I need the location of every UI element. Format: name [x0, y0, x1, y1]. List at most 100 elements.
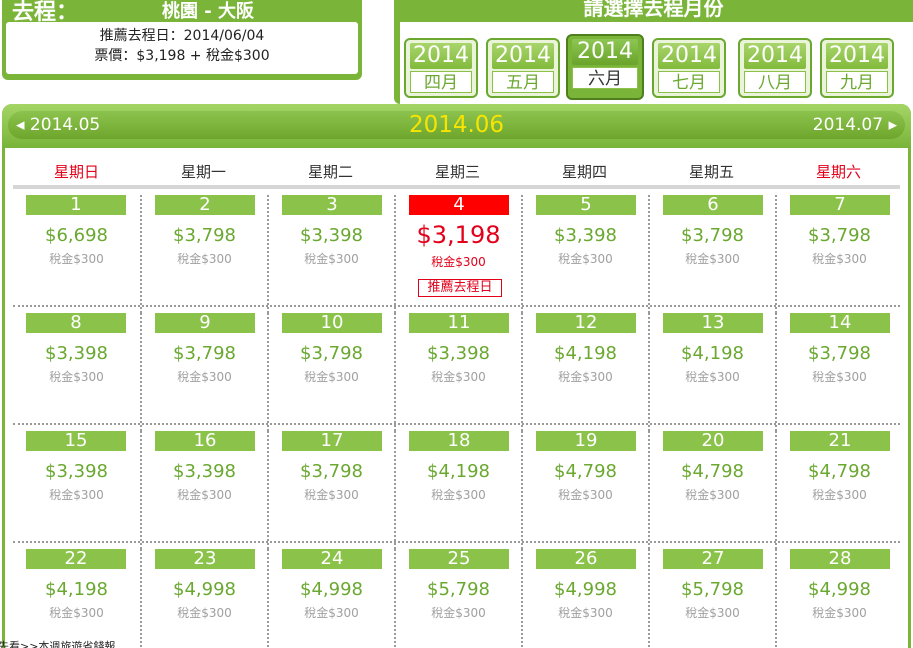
- day-cell[interactable]: 20 $4,798 稅金$300: [648, 431, 775, 549]
- day-cell[interactable]: 17 $3,798 稅金$300: [267, 431, 394, 549]
- day-tax: 稅金$300: [685, 606, 740, 620]
- weekly-deals-link[interactable]: 先看>>本週旅遊省錢報: [0, 640, 116, 648]
- month-button-row: 2014 四月 2014 五月 2014 六月 2014 七月 2014 八月 2014 九月: [400, 22, 913, 104]
- day-price: $3,398: [45, 343, 108, 364]
- day-cell[interactable]: 15 $3,398 稅金$300: [13, 431, 140, 549]
- day-price: $3,398: [427, 343, 490, 364]
- day-cell[interactable]: 11 $3,398 稅金$300: [394, 313, 521, 431]
- day-tax: 稅金$300: [49, 252, 104, 266]
- month-button[interactable]: 2014 五月: [486, 38, 560, 98]
- day-cell[interactable]: 2 $3,798 稅金$300: [140, 195, 267, 313]
- day-number: 11: [409, 313, 509, 333]
- day-price: $4,798: [681, 461, 744, 482]
- day-number: 19: [536, 431, 636, 451]
- day-cell[interactable]: 14 $3,798 稅金$300: [775, 313, 902, 431]
- month-button-month: 九月: [826, 71, 888, 93]
- month-button[interactable]: 2014 六月: [566, 34, 644, 100]
- day-tax: 稅金$300: [304, 370, 359, 384]
- day-price: $3,798: [808, 343, 871, 364]
- month-button[interactable]: 2014 四月: [404, 38, 478, 98]
- weekday-label: 星期五: [688, 163, 734, 181]
- day-price: $4,198: [681, 343, 744, 364]
- day-price: $4,198: [554, 343, 617, 364]
- day-cell[interactable]: 1 $6,698 稅金$300: [13, 195, 140, 313]
- day-tax: 稅金$300: [177, 370, 232, 384]
- day-tax: 稅金$300: [177, 606, 232, 620]
- day-price: $3,798: [300, 461, 363, 482]
- day-tax: 稅金$300: [812, 370, 867, 384]
- day-cell[interactable]: 27 $5,798 稅金$300: [648, 549, 775, 648]
- day-tax: 稅金$300: [177, 488, 232, 502]
- weekday-label: 星期二: [307, 163, 353, 181]
- day-price: $4,998: [173, 579, 236, 600]
- month-button-year: 2014: [826, 43, 888, 69]
- day-price: $4,998: [554, 579, 617, 600]
- calendar-nav-bar: [8, 111, 905, 139]
- day-cell[interactable]: 13 $4,198 稅金$300: [648, 313, 775, 431]
- day-price: $3,798: [681, 225, 744, 246]
- month-button-year: 2014: [410, 43, 472, 69]
- day-cell[interactable]: 18 $4,198 稅金$300: [394, 431, 521, 549]
- month-button-month: 八月: [744, 71, 806, 93]
- day-tax: 稅金$300: [685, 370, 740, 384]
- day-price: $3,398: [173, 461, 236, 482]
- day-cell[interactable]: 24 $4,998 稅金$300: [267, 549, 394, 648]
- day-number: 15: [26, 431, 126, 451]
- day-tax: 稅金$300: [812, 606, 867, 620]
- day-number: 18: [409, 431, 509, 451]
- day-tax: 稅金$300: [558, 606, 613, 620]
- day-cell[interactable]: 16 $3,398 稅金$300: [140, 431, 267, 549]
- outbound-info-body: 推薦去程日：2014/06/04 票價：$3,198 + 稅金$300: [6, 22, 358, 74]
- day-cell[interactable]: 19 $4,798 稅金$300: [521, 431, 648, 549]
- month-button-year: 2014: [492, 43, 554, 69]
- day-tax: 稅金$300: [49, 488, 104, 502]
- day-number: 9: [155, 313, 255, 333]
- day-price: $3,398: [300, 225, 363, 246]
- day-price: $3,398: [554, 225, 617, 246]
- day-price: $5,798: [681, 579, 744, 600]
- day-number: 13: [663, 313, 763, 333]
- day-cell-recommended[interactable]: 4 $3,198 稅金$300 推薦去程日: [394, 195, 521, 313]
- month-button-month: 七月: [658, 71, 720, 93]
- day-cell[interactable]: 26 $4,998 稅金$300: [521, 549, 648, 648]
- day-cell[interactable]: 22 $4,198 稅金$300: [13, 549, 140, 648]
- month-button-month: 四月: [410, 71, 472, 93]
- day-number: 6: [663, 195, 763, 215]
- recommended-badge: 推薦去程日: [418, 279, 502, 297]
- day-tax: 稅金$300: [685, 252, 740, 266]
- day-number: 4: [409, 195, 509, 215]
- month-button[interactable]: 2014 八月: [738, 38, 812, 98]
- day-cell[interactable]: 25 $5,798 稅金$300: [394, 549, 521, 648]
- day-cell[interactable]: 8 $3,398 稅金$300: [13, 313, 140, 431]
- day-number: 25: [409, 549, 509, 569]
- day-number: 22: [26, 549, 126, 569]
- day-cell[interactable]: 3 $3,398 稅金$300: [267, 195, 394, 313]
- day-price: $3,398: [45, 461, 108, 482]
- day-price: $3,798: [173, 343, 236, 364]
- month-button[interactable]: 2014 九月: [820, 38, 894, 98]
- day-cell[interactable]: 5 $3,398 稅金$300: [521, 195, 648, 313]
- day-number: 12: [536, 313, 636, 333]
- month-button[interactable]: 2014 七月: [652, 38, 726, 98]
- weekday-header: 星期日 星期一 星期二 星期三 星期四 星期五 星期六: [13, 153, 900, 189]
- day-cell[interactable]: 21 $4,798 稅金$300: [775, 431, 902, 549]
- prev-month-link[interactable]: ◂ 2014.05: [16, 115, 101, 135]
- day-price: $4,998: [808, 579, 871, 600]
- day-tax: 稅金$300: [812, 252, 867, 266]
- day-cell[interactable]: 10 $3,798 稅金$300: [267, 313, 394, 431]
- day-price: $3,798: [173, 225, 236, 246]
- day-number: 5: [536, 195, 636, 215]
- day-cell[interactable]: 23 $4,998 稅金$300: [140, 549, 267, 648]
- day-cell[interactable]: 6 $3,798 稅金$300: [648, 195, 775, 313]
- day-cell[interactable]: 7 $3,798 稅金$300: [775, 195, 902, 313]
- day-price: $4,198: [45, 579, 108, 600]
- route-label: 桃園 - 大阪: [162, 1, 255, 22]
- day-cell[interactable]: 28 $4,998 稅金$300: [775, 549, 902, 648]
- month-button-month: 五月: [492, 71, 554, 93]
- day-cell[interactable]: 12 $4,198 稅金$300: [521, 313, 648, 431]
- row-divider: [13, 423, 900, 425]
- day-cell[interactable]: 9 $3,798 稅金$300: [140, 313, 267, 431]
- next-month-link[interactable]: 2014.07 ▸: [812, 115, 897, 135]
- month-button-month: 六月: [572, 67, 638, 89]
- day-number: 7: [790, 195, 890, 215]
